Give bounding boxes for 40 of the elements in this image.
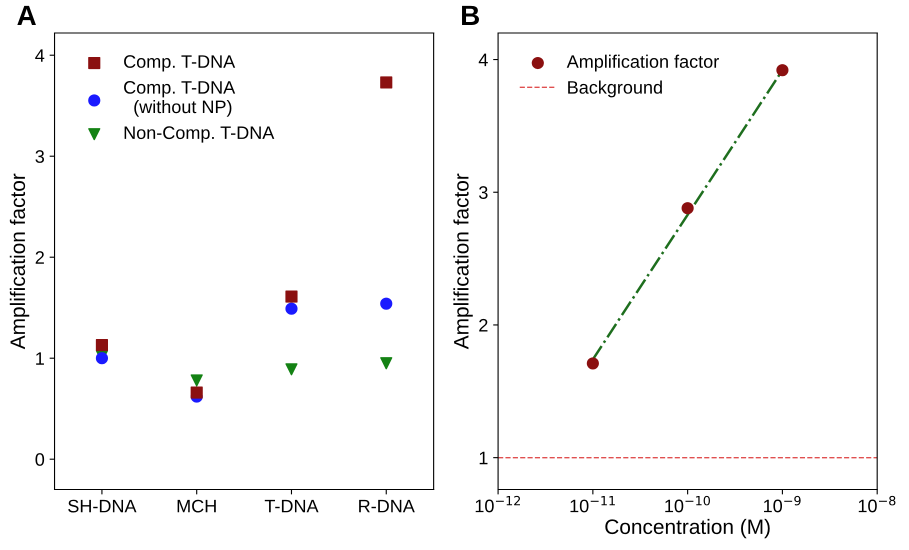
legend-label: Amplification factor <box>566 54 719 72</box>
y-tick-label: 3 <box>35 150 44 163</box>
y-tick-label: 2 <box>479 318 488 332</box>
y-tick-label: 3 <box>479 186 488 199</box>
y-tick-label: 0 <box>35 453 44 466</box>
point <box>776 64 788 76</box>
y-tick-label: 4 <box>478 54 488 66</box>
point <box>285 363 298 376</box>
y-tick-label: 2 <box>36 251 44 264</box>
x-tick-label: 10$^{−11}$ <box>570 496 615 512</box>
x-tick-label: SH-DNA <box>68 500 136 512</box>
point <box>285 290 298 303</box>
x-tick-label: 10$^{−10}$ <box>665 496 710 512</box>
y-axis-title: Amplification factor <box>10 174 30 350</box>
point <box>190 374 203 386</box>
chart-title: B <box>462 6 479 25</box>
chart-title: A <box>17 6 36 25</box>
x-tick-label: R-DNA <box>359 500 415 512</box>
legend-label: Background <box>568 80 662 98</box>
point <box>380 76 392 89</box>
y-tick-label: 4 <box>35 49 44 62</box>
point <box>190 386 203 399</box>
y-tick-label: 1 <box>480 452 488 464</box>
y-tick-label: 1 <box>36 352 44 365</box>
x-tick-label: 10$^{−8}$ <box>858 496 896 512</box>
point <box>682 202 694 214</box>
y-axis-title: Amplification factor <box>453 174 473 350</box>
x-tick-label: 10$^{−12}$ <box>476 496 520 512</box>
point <box>285 302 298 315</box>
x-tick-label: MCH <box>178 500 216 512</box>
legend-label: Non-Comp. T-DNA <box>124 126 274 143</box>
point <box>380 298 392 310</box>
x-axis-title: Concentration (M) <box>605 518 770 538</box>
point <box>96 339 108 352</box>
x-tick-label: T-DNA <box>264 500 319 512</box>
legend-label: Comp. T-DNA <box>124 55 236 72</box>
legend-label: Comp. T-DNA (without NP) <box>124 81 236 117</box>
point <box>586 357 599 370</box>
x-tick-label: 10$^{−9}$ <box>764 496 801 512</box>
point <box>380 357 392 370</box>
